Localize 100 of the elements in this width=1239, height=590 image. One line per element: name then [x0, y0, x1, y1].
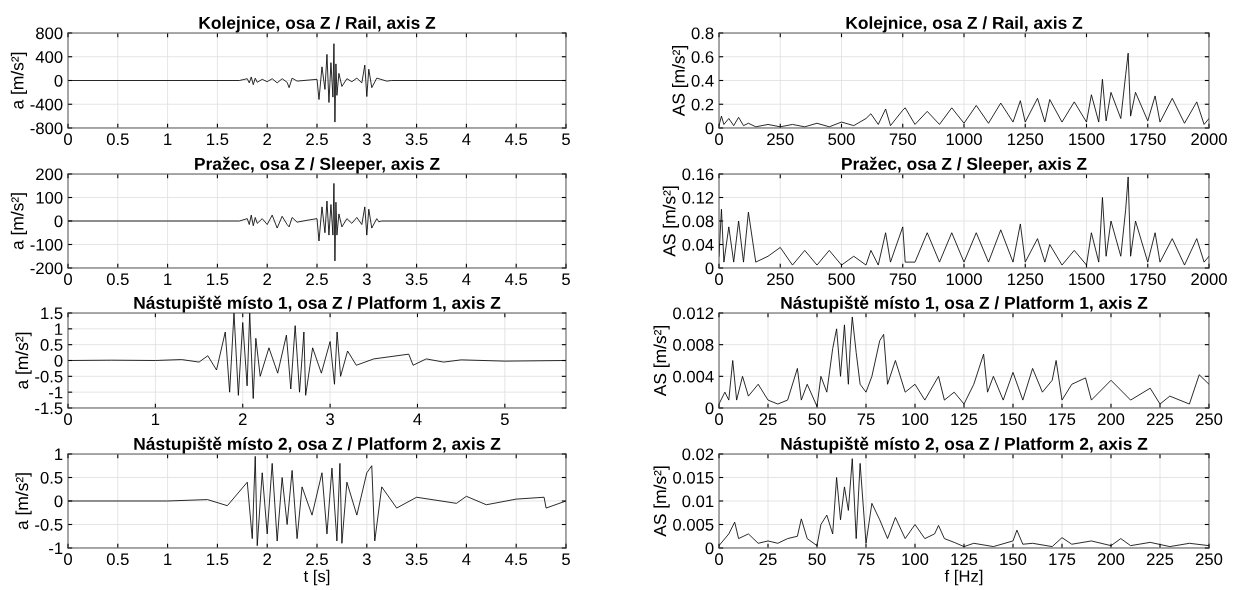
- x-tick-label: 175: [1049, 413, 1076, 426]
- x-tick-label: 5: [500, 413, 509, 426]
- y-tick-label: 1: [55, 448, 63, 461]
- x-tick-label: 1500: [1069, 273, 1105, 286]
- x-tick-label: 2: [263, 133, 271, 145]
- x-tick-label: 5: [562, 273, 570, 286]
- y-tick-label: -400: [30, 98, 63, 111]
- y-axis-title: AS [m/s²]: [653, 326, 670, 397]
- y-tick-label: 800: [36, 27, 63, 40]
- y-tick-label: 0.5: [40, 339, 63, 351]
- x-tick-label: 50: [808, 553, 826, 566]
- x-tick-label: 500: [828, 273, 855, 286]
- x-tick-label: 1500: [1069, 133, 1105, 146]
- y-tick-label: -0.5: [35, 518, 63, 531]
- y-tick-label: 0.16: [682, 168, 714, 181]
- x-tick-label: 3.5: [405, 553, 428, 566]
- x-tick-label: 75: [857, 413, 875, 426]
- y-tick-label: -200: [30, 262, 63, 275]
- y-tick-label: -1: [49, 542, 63, 555]
- x-tick-label: 0: [64, 553, 72, 566]
- x-tick-label: 0: [715, 133, 723, 146]
- x-tick-label: 75: [857, 553, 875, 566]
- y-tick-label: 0: [705, 262, 714, 275]
- y-tick-label: -1.5: [35, 402, 63, 415]
- y-tick-label: 0: [54, 354, 63, 367]
- y-tick-label: 0.012: [673, 307, 714, 320]
- chart-title: Kolejnice, osa Z / Rail, axis Z: [199, 16, 436, 33]
- x-tick-label: 750: [889, 273, 916, 286]
- line-series: [719, 316, 1209, 407]
- x-tick-label: 2000: [1191, 273, 1227, 286]
- y-tick-label: 0: [54, 495, 63, 508]
- y-tick-label: 0: [54, 74, 63, 87]
- line-series: [719, 176, 1209, 266]
- x-tick-label: 4: [462, 133, 471, 145]
- x-tick-label: 1.5: [207, 133, 229, 146]
- x-tick-label: 3: [362, 273, 371, 286]
- y-tick-label: 0: [705, 122, 714, 135]
- y-tick-label: 100: [36, 191, 63, 204]
- y-tick-label: 0.8: [691, 27, 714, 40]
- x-tick-label: 150: [1000, 413, 1027, 426]
- x-tick-label: 2: [263, 553, 271, 565]
- y-tick-label: 0.12: [682, 191, 714, 204]
- x-tick-label: 1: [164, 133, 172, 145]
- x-tick-label: 1750: [1130, 273, 1166, 286]
- y-axis-title: a [m/s²]: [10, 52, 28, 109]
- x-tick-label: 1.5: [207, 553, 229, 566]
- x-tick-label: 100: [902, 413, 929, 426]
- y-tick-label: 0.004: [673, 370, 714, 383]
- x-tick-label: 3.5: [405, 133, 428, 146]
- x-tick-label: 3: [326, 413, 335, 426]
- x-tick-label: 0: [715, 413, 723, 426]
- chart-title: Kolejnice, osa Z / Rail, axis Z: [846, 16, 1083, 33]
- y-tick-label: 1: [55, 323, 63, 335]
- x-tick-label: 225: [1146, 553, 1174, 566]
- x-tick-label: 0: [64, 273, 72, 286]
- x-tick-label: 250: [767, 133, 794, 146]
- x-tick-label: 2.5: [306, 273, 328, 286]
- x-tick-label: 4: [462, 553, 471, 565]
- x-tick-label: 250: [1195, 553, 1223, 566]
- y-tick-label: -100: [30, 238, 63, 251]
- y-tick-label: 0.5: [40, 471, 63, 484]
- x-tick-label: 4.5: [505, 133, 528, 146]
- x-tick-label: 125: [951, 413, 978, 426]
- y-tick-label: 0.008: [673, 339, 714, 351]
- y-tick-label: 0.6: [691, 51, 714, 63]
- x-tick-label: 4: [413, 413, 422, 425]
- x-tick-label: 1000: [946, 273, 982, 286]
- x-tick-label: 1: [164, 553, 172, 565]
- chart-title: Nástupiště místo 1, osa Z / Platform 1, axis Z: [781, 295, 1148, 313]
- x-tick-label: 2.5: [306, 553, 328, 566]
- chart-title: Nástupiště místo 2, osa Z / Platform 2, axis Z: [134, 436, 501, 454]
- x-tick-label: 25: [759, 553, 777, 566]
- x-axis-title: t [s]: [303, 569, 330, 586]
- x-axis-title: f [Hz]: [944, 569, 983, 586]
- y-tick-label: 0.2: [691, 98, 714, 111]
- y-axis-title: AS [m/s²]: [662, 186, 679, 257]
- y-axis-title: a [m/s²]: [15, 332, 32, 389]
- y-tick-label: 0.015: [673, 471, 714, 484]
- y-tick-label: 0.005: [673, 518, 714, 531]
- x-tick-label: 4.5: [505, 273, 528, 286]
- x-tick-label: 200: [1097, 553, 1125, 566]
- chart-title: Pražec, osa Z / Sleeper, axis Z: [195, 156, 440, 174]
- x-tick-label: 2.5: [306, 133, 328, 146]
- x-tick-label: 5: [562, 133, 570, 146]
- x-tick-label: 3: [362, 133, 371, 146]
- x-tick-label: 0: [715, 273, 723, 286]
- x-tick-label: 5: [562, 553, 570, 566]
- y-tick-label: -800: [30, 122, 63, 135]
- x-tick-label: 225: [1146, 413, 1174, 426]
- x-tick-label: 1750: [1130, 133, 1166, 146]
- y-axis-title: a [m/s²]: [10, 193, 28, 250]
- x-tick-label: 150: [1000, 553, 1027, 566]
- x-tick-label: 1000: [946, 133, 982, 146]
- x-tick-label: 1: [164, 273, 172, 285]
- x-tick-label: 250: [767, 273, 794, 286]
- chart-title: Pražec, osa Z / Sleeper, axis Z: [842, 156, 1087, 174]
- x-tick-label: 1.5: [207, 273, 229, 286]
- y-tick-label: 0.4: [691, 74, 714, 87]
- x-tick-label: 250: [1195, 413, 1223, 426]
- y-tick-label: 0.01: [682, 495, 714, 508]
